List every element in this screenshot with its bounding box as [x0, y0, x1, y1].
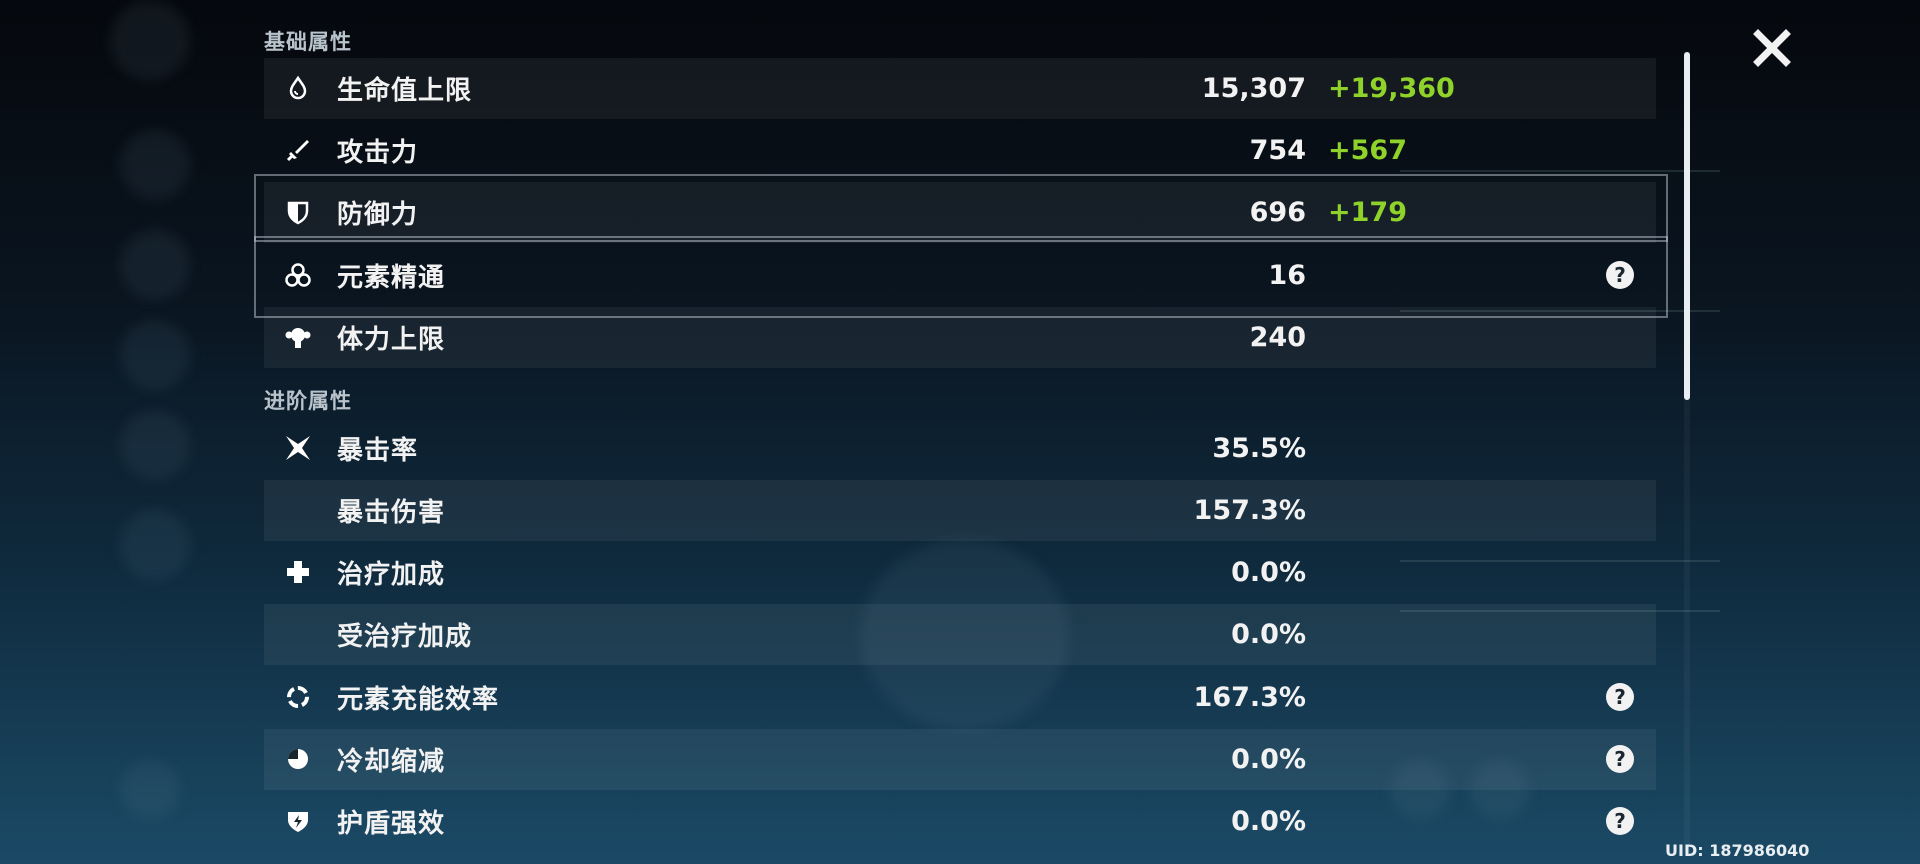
stat-row[interactable]: 受治疗加成 0.0%	[264, 604, 1656, 665]
stat-label: 冷却缩减	[337, 747, 446, 777]
stat-value: 696	[1249, 197, 1306, 228]
stat-label: 暴击伤害	[337, 498, 446, 528]
crit-star-icon	[284, 434, 312, 462]
advanced-stats-title: 进阶属性	[264, 389, 352, 413]
stat-row[interactable]: 暴击伤害 157.3%	[264, 480, 1656, 541]
help-icon[interactable]: ?	[1606, 745, 1634, 773]
stat-label: 护盾强效	[337, 809, 446, 839]
elemental-mastery-icon	[284, 261, 312, 289]
stat-row[interactable]: 治疗加成 0.0%	[264, 542, 1656, 603]
stat-bonus: +567	[1328, 135, 1407, 166]
stat-value: 35.5%	[1212, 433, 1306, 464]
stat-bonus: +19,360	[1328, 73, 1455, 104]
stat-row[interactable]: 冷却缩减 0.0%?	[264, 729, 1656, 790]
cooldown-icon	[284, 745, 312, 773]
help-icon[interactable]: ?	[1606, 807, 1634, 835]
uid-label: UID: 187986040	[1665, 841, 1810, 860]
stat-label: 暴击率	[337, 436, 419, 466]
stat-row[interactable]: 暴击率 35.5%	[264, 418, 1656, 479]
shield-strength-icon	[284, 807, 312, 835]
energy-recharge-icon	[284, 683, 312, 711]
stat-value: 754	[1249, 135, 1306, 166]
scrollbar-thumb[interactable]	[1684, 52, 1690, 400]
stat-label: 元素充能效率	[337, 685, 500, 715]
stat-value: 16	[1268, 260, 1306, 291]
stat-value: 240	[1249, 322, 1306, 353]
stat-label: 攻击力	[337, 138, 419, 168]
stat-value: 167.3%	[1193, 682, 1306, 713]
stat-row[interactable]: 防御力 696 +179	[264, 182, 1656, 243]
stat-row[interactable]: 体力上限 240	[264, 307, 1656, 368]
stat-value: 0.0%	[1231, 557, 1306, 588]
sword-icon	[284, 136, 312, 164]
close-icon[interactable]	[1752, 28, 1792, 68]
shield-icon	[284, 198, 312, 226]
stat-bonus: +179	[1328, 197, 1407, 228]
stat-row[interactable]: 元素精通 16?	[264, 245, 1656, 306]
stat-value: 15,307	[1201, 73, 1306, 104]
stat-label: 防御力	[337, 200, 419, 230]
stat-label: 治疗加成	[337, 560, 446, 590]
basic-stats-title: 基础属性	[264, 30, 352, 54]
stat-value: 0.0%	[1231, 744, 1306, 775]
stat-label: 生命值上限	[337, 76, 473, 106]
scroll-track[interactable]	[1684, 52, 1690, 852]
healing-cross-icon	[284, 558, 312, 586]
stat-value: 157.3%	[1193, 495, 1306, 526]
stat-row[interactable]: 护盾强效 0.0%?	[264, 791, 1656, 852]
stat-label: 元素精通	[337, 263, 446, 293]
stat-value: 0.0%	[1231, 806, 1306, 837]
stat-row[interactable]: 元素充能效率 167.3%?	[264, 667, 1656, 728]
help-icon[interactable]: ?	[1606, 683, 1634, 711]
stat-value: 0.0%	[1231, 619, 1306, 650]
droplet-icon	[284, 74, 312, 102]
stat-row[interactable]: 攻击力 754 +567	[264, 120, 1656, 181]
stat-row[interactable]: 生命值上限 15,307 +19,360	[264, 58, 1656, 119]
stat-label: 受治疗加成	[337, 622, 473, 652]
help-icon[interactable]: ?	[1606, 261, 1634, 289]
stamina-icon	[284, 323, 312, 351]
stat-label: 体力上限	[337, 325, 446, 355]
